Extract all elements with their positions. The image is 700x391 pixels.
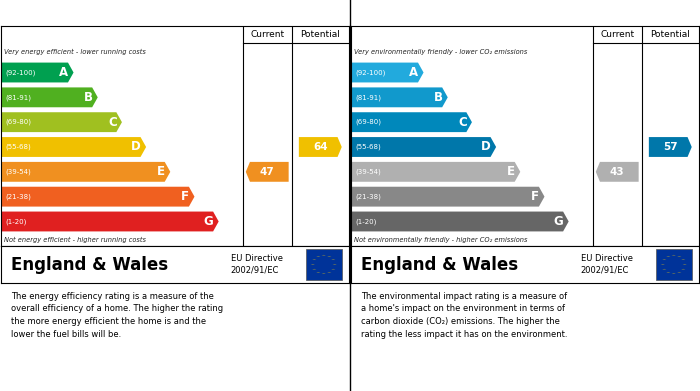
Polygon shape (351, 88, 448, 107)
Polygon shape (316, 272, 321, 273)
Text: Potential: Potential (650, 30, 690, 39)
Polygon shape (1, 63, 74, 83)
Polygon shape (246, 162, 288, 182)
Polygon shape (332, 264, 337, 265)
Text: C: C (108, 116, 117, 129)
Text: 57: 57 (663, 142, 678, 152)
Text: (81-91): (81-91) (355, 94, 382, 100)
Text: F: F (531, 190, 539, 203)
Text: EU Directive
2002/91/EC: EU Directive 2002/91/EC (231, 254, 283, 275)
Text: (21-38): (21-38) (355, 194, 381, 200)
Text: 47: 47 (260, 167, 274, 177)
Text: (69-80): (69-80) (355, 119, 382, 126)
Text: The environmental impact rating is a measure of
a home's impact on the environme: The environmental impact rating is a mea… (361, 292, 568, 339)
Polygon shape (649, 137, 692, 157)
Polygon shape (666, 272, 671, 273)
Text: F: F (181, 190, 189, 203)
Polygon shape (351, 212, 568, 231)
Text: Potential: Potential (300, 30, 340, 39)
Polygon shape (351, 162, 520, 182)
Text: (1-20): (1-20) (355, 218, 377, 225)
Text: 43: 43 (610, 167, 624, 177)
Polygon shape (1, 112, 122, 132)
Polygon shape (327, 272, 332, 273)
Text: A: A (60, 66, 69, 79)
Text: (55-68): (55-68) (5, 144, 31, 150)
Text: Not energy efficient - higher running costs: Not energy efficient - higher running co… (4, 237, 146, 243)
Text: England & Wales: England & Wales (11, 255, 169, 273)
Text: (1-20): (1-20) (5, 218, 27, 225)
Text: (92-100): (92-100) (355, 69, 386, 76)
Polygon shape (351, 137, 496, 157)
Text: E: E (507, 165, 515, 178)
Text: EU Directive
2002/91/EC: EU Directive 2002/91/EC (581, 254, 633, 275)
Text: (39-54): (39-54) (355, 169, 381, 175)
Polygon shape (1, 187, 195, 206)
Text: 64: 64 (313, 142, 328, 152)
Text: Environmental Impact (CO₂) Rating: Environmental Impact (CO₂) Rating (358, 7, 590, 20)
Polygon shape (351, 63, 424, 83)
Polygon shape (351, 187, 545, 206)
Polygon shape (596, 162, 638, 182)
Text: The energy efficiency rating is a measure of the
overall efficiency of a home. T: The energy efficiency rating is a measur… (11, 292, 223, 339)
Polygon shape (682, 264, 687, 265)
Bar (305, 249, 342, 280)
Text: (92-100): (92-100) (5, 69, 36, 76)
Text: A: A (410, 66, 419, 79)
Text: D: D (131, 140, 141, 154)
Text: (39-54): (39-54) (5, 169, 31, 175)
Text: D: D (481, 140, 491, 154)
Text: Current: Current (600, 30, 634, 39)
Text: E: E (157, 165, 165, 178)
Text: C: C (458, 116, 467, 129)
Polygon shape (1, 88, 98, 107)
Polygon shape (677, 272, 682, 273)
Polygon shape (1, 212, 218, 231)
Polygon shape (310, 264, 315, 265)
Polygon shape (660, 264, 665, 265)
Text: England & Wales: England & Wales (361, 255, 519, 273)
Polygon shape (1, 137, 146, 157)
Bar (655, 249, 692, 280)
Text: G: G (554, 215, 564, 228)
Text: Not environmentally friendly - higher CO₂ emissions: Not environmentally friendly - higher CO… (354, 237, 528, 243)
Text: (21-38): (21-38) (5, 194, 31, 200)
Text: (81-91): (81-91) (5, 94, 32, 100)
Text: (55-68): (55-68) (355, 144, 381, 150)
Text: B: B (433, 91, 442, 104)
Text: Current: Current (250, 30, 284, 39)
Polygon shape (351, 112, 472, 132)
Text: B: B (83, 91, 92, 104)
Text: G: G (204, 215, 214, 228)
Polygon shape (1, 162, 170, 182)
Text: Very environmentally friendly - lower CO₂ emissions: Very environmentally friendly - lower CO… (354, 49, 528, 55)
Text: Energy Efficiency Rating: Energy Efficiency Rating (8, 7, 170, 20)
Polygon shape (299, 137, 342, 157)
Text: (69-80): (69-80) (5, 119, 32, 126)
Text: Very energy efficient - lower running costs: Very energy efficient - lower running co… (4, 49, 146, 55)
